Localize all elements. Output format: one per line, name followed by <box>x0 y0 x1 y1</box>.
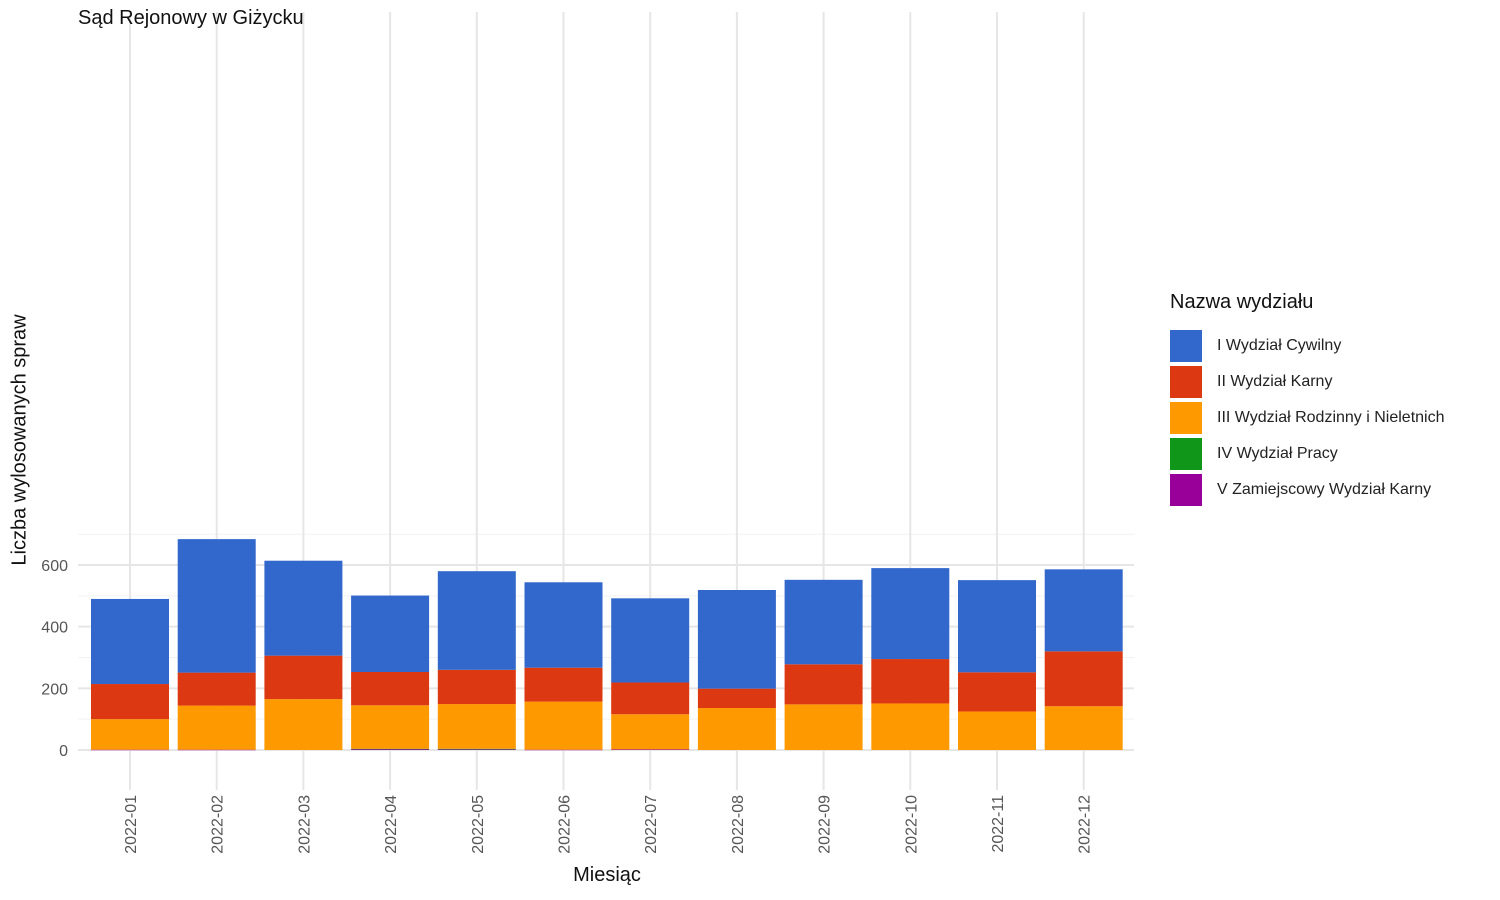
bar-segment <box>351 705 430 749</box>
bar-segment <box>437 669 516 705</box>
bar-segment <box>958 672 1036 712</box>
x-tick-label: 2022-12 <box>1077 795 1094 854</box>
legend-item: V Zamiejscowy Wydział Karny <box>1170 472 1445 508</box>
bar-segment <box>264 655 343 700</box>
x-tick-label: 2022-11 <box>990 795 1007 853</box>
bar-segment <box>611 749 690 750</box>
bar-segment <box>264 699 343 750</box>
bar-segment <box>1044 706 1123 750</box>
bar-segment <box>611 598 690 683</box>
bar-segment <box>784 704 863 750</box>
bar-segment <box>264 560 343 656</box>
x-tick-label: 2022-01 <box>123 795 140 854</box>
legend-label: V Zamiejscowy Wydział Karny <box>1217 481 1432 498</box>
bar-segment <box>437 748 516 750</box>
bars-layer <box>91 539 1123 751</box>
bar-segment <box>697 708 776 750</box>
legend-items: I Wydział Cywilny II Wydział Karny III Wyd… <box>1170 328 1445 508</box>
bar-segment <box>958 711 1036 750</box>
legend-swatch <box>1170 402 1202 434</box>
bar-segment <box>611 714 690 750</box>
x-tick-label: 2022-05 <box>470 795 487 854</box>
bar-segment <box>91 684 169 720</box>
legend-swatch <box>1170 474 1202 506</box>
x-tick-label: 2022-02 <box>210 795 227 854</box>
bar-segment <box>351 749 430 750</box>
bar-segment <box>437 571 516 670</box>
legend-swatch <box>1170 366 1202 398</box>
y-tick-label: 600 <box>41 558 68 575</box>
y-tick-label: 200 <box>41 681 68 698</box>
bar-segment <box>351 672 430 706</box>
legend-swatch <box>1170 330 1202 362</box>
bar-segment <box>958 580 1036 673</box>
bar-segment <box>437 704 516 749</box>
legend-label: II Wydział Karny <box>1217 373 1333 390</box>
chart-title: Sąd Rejonowy w Giżycku <box>78 7 304 29</box>
x-tick-label: 2022-04 <box>383 795 400 854</box>
bar-segment <box>1044 569 1123 652</box>
bar-segment <box>524 667 603 702</box>
legend-item: IV Wydział Pracy <box>1170 436 1445 472</box>
bar-segment <box>91 719 169 750</box>
y-tick-label: 400 <box>41 620 68 637</box>
bar-segment <box>697 688 776 709</box>
y-axis-title: Liczba wylosowanych spraw <box>8 314 31 566</box>
bar-segment <box>524 749 603 751</box>
x-tick-label: 2022-03 <box>296 795 313 854</box>
y-tick-label: 0 <box>59 743 68 760</box>
x-tick-label: 2022-09 <box>817 795 834 854</box>
x-tick-label: 2022-06 <box>557 795 574 854</box>
bar-segment <box>177 672 256 706</box>
bar-segment <box>524 582 603 668</box>
bar-segment <box>871 568 950 660</box>
legend-item: III Wydział Rodzinny i Nieletnich <box>1170 400 1445 436</box>
bar-segment <box>871 659 950 704</box>
legend-item: II Wydział Karny <box>1170 364 1445 400</box>
legend-label: IV Wydział Pracy <box>1217 445 1338 462</box>
legend-label: I Wydział Cywilny <box>1217 337 1342 354</box>
bar-segment <box>784 664 863 705</box>
legend-label: III Wydział Rodzinny i Nieletnich <box>1217 409 1445 426</box>
x-tick-label: 2022-10 <box>903 795 920 854</box>
x-tick-label: 2022-08 <box>730 795 747 854</box>
bar-segment <box>611 682 690 715</box>
bar-segment <box>437 749 516 750</box>
bar-segment <box>351 595 430 673</box>
bar-segment <box>177 749 256 751</box>
legend-title: Nazwa wydziału <box>1170 291 1314 313</box>
legend-item: I Wydział Cywilny <box>1170 328 1445 364</box>
bar-segment <box>784 579 863 665</box>
bar-segment <box>697 589 776 689</box>
x-tick-label: 2022-07 <box>643 795 660 854</box>
x-axis-title: Miesiąc <box>573 864 641 886</box>
bar-segment <box>1044 651 1123 707</box>
bar-segment <box>177 539 256 673</box>
bar-segment <box>871 703 950 750</box>
bar-segment <box>177 705 256 750</box>
bar-segment <box>91 749 169 751</box>
legend-swatch <box>1170 438 1202 470</box>
legend: Nazwa wydziału I Wydział Cywilny II Wydzi… <box>1170 291 1445 508</box>
bar-segment <box>351 748 430 750</box>
axis-layer: 0 200 400 600 2022-01 2022-02 2022-03 2022-04 20… <box>41 558 1093 854</box>
bar-segment <box>91 598 169 685</box>
bar-segment <box>524 701 603 750</box>
